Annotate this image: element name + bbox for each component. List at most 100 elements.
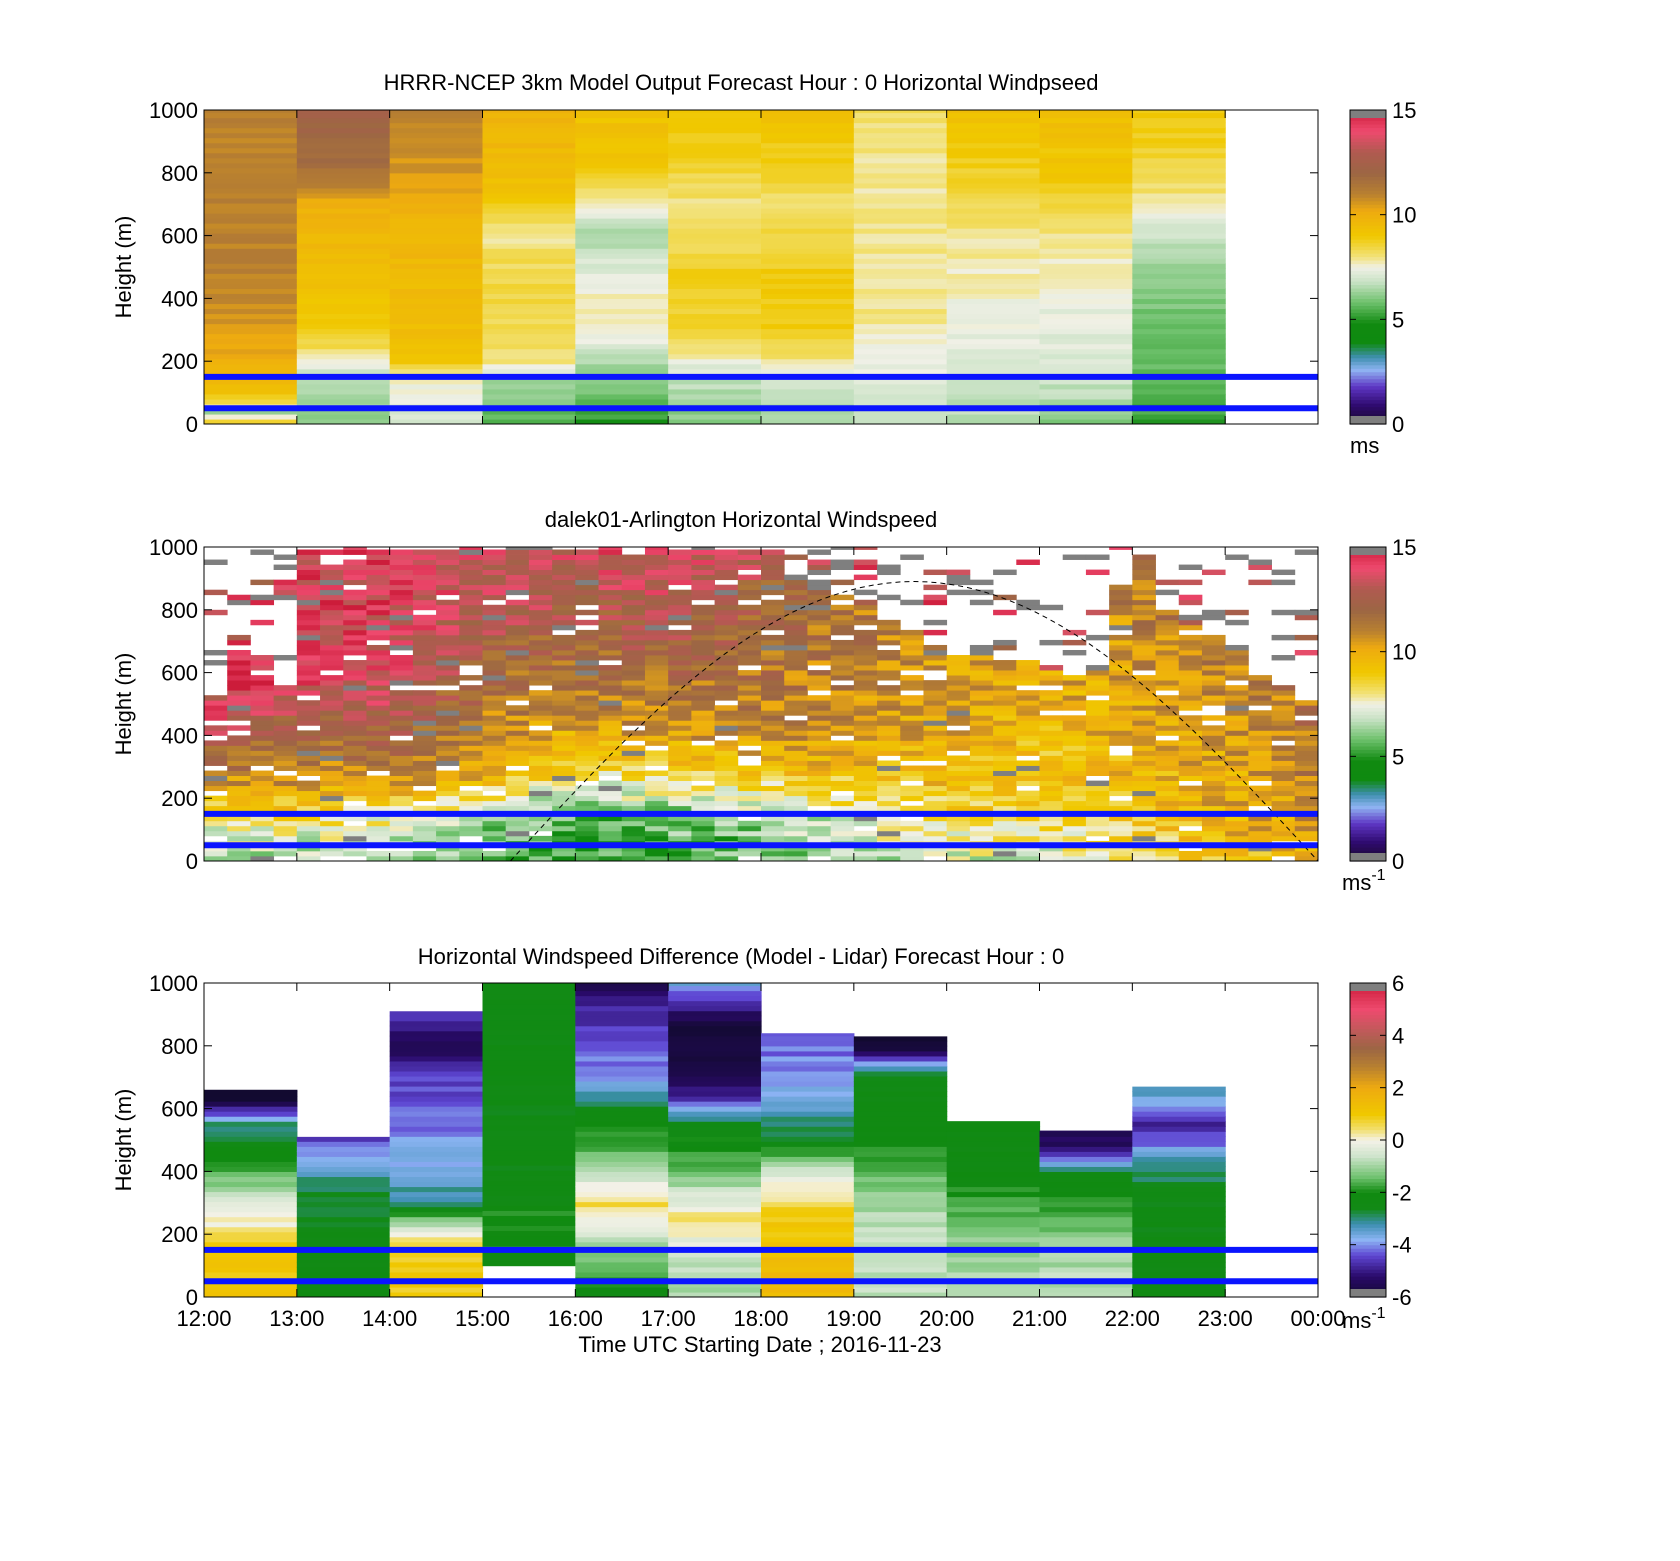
lidar-cell: [366, 574, 391, 581]
lidar-cell: [993, 660, 1017, 666]
lidar-cell: [250, 780, 275, 787]
heatmap-cell: [204, 363, 298, 370]
heatmap-cell: [575, 1206, 669, 1213]
heatmap-cell: [761, 1035, 855, 1042]
heatmap-cell: [946, 343, 1041, 350]
lidar-cell: [505, 780, 530, 787]
lidar-cell: [1039, 675, 1064, 681]
lidar-cell: [412, 569, 437, 576]
colorbar-segment: [1350, 1115, 1386, 1120]
heatmap-cell: [761, 187, 855, 194]
colorbar-segment: [1350, 1052, 1386, 1057]
lidar-cell: [250, 775, 275, 782]
heatmap-cell: [389, 1216, 484, 1223]
heatmap-cell: [389, 1181, 484, 1188]
heatmap-cell: [853, 182, 948, 189]
lidar-cell: [969, 850, 994, 857]
lidar-cell: [969, 725, 994, 731]
lidar-cell: [784, 755, 808, 761]
colorbar-tick-label: 0: [1392, 1128, 1404, 1153]
colorbar-segment: [1350, 1164, 1386, 1169]
heatmap-cell: [1039, 298, 1133, 305]
lidar-cell: [436, 775, 460, 782]
heatmap-cell: [389, 1106, 484, 1112]
lidar-cell: [1062, 730, 1087, 736]
colorbar-segment: [1350, 627, 1386, 632]
lidar-cell: [598, 755, 623, 761]
lidar-cell: [946, 700, 971, 706]
lidar-cell: [204, 815, 228, 822]
heatmap-cell: [853, 1055, 948, 1062]
lidar-cell: [1248, 795, 1272, 802]
heatmap-cell: [204, 1146, 298, 1152]
lidar-cell: [621, 715, 646, 721]
heatmap-cell: [668, 132, 762, 139]
heatmap-cell: [761, 127, 855, 134]
lidar-cell: [1271, 825, 1296, 832]
heatmap-cell: [946, 388, 1041, 395]
lidar-cell: [900, 790, 924, 797]
lidar-cell: [969, 770, 994, 776]
lidar-cell: [1271, 700, 1296, 706]
heatmap-cell: [482, 408, 576, 415]
heatmap-cell: [204, 1089, 298, 1092]
lidar-cell: [830, 745, 855, 751]
lidar-cell: [993, 835, 1017, 842]
colorbar-segment: [1350, 298, 1386, 303]
lidar-cell: [575, 584, 599, 591]
lidar-cell: [320, 730, 344, 736]
lidar-cell: [389, 639, 414, 646]
heatmap-cell: [389, 1121, 484, 1127]
lidar-cell: [1178, 805, 1203, 812]
lidar-cell: [412, 589, 437, 596]
lidar-column: [1225, 554, 1249, 861]
lidar-cell: [552, 655, 576, 661]
lidar-cell: [459, 735, 483, 741]
lidar-cell: [807, 655, 832, 661]
lidar-cell: [993, 609, 1017, 616]
lidar-cell: [320, 564, 344, 570]
colorbar-segment: [1350, 843, 1386, 848]
heatmap-cell: [1132, 343, 1226, 350]
colorbar-segment: [1350, 1140, 1386, 1145]
lidar-cell: [1016, 604, 1040, 611]
heatmap-cell: [296, 1181, 391, 1188]
lidar-cell: [1039, 825, 1064, 832]
lidar-cell: [1225, 800, 1249, 807]
heatmap-cell: [1132, 243, 1226, 249]
lidar-cell: [459, 579, 483, 586]
lidar-cell: [1155, 655, 1180, 661]
lidar-cell: [923, 660, 948, 666]
lidar-cell: [877, 775, 901, 782]
heatmap-cell: [853, 1226, 948, 1233]
lidar-cell: [691, 855, 715, 861]
lidar-cell: [923, 815, 948, 822]
heatmap-cell: [761, 1070, 855, 1077]
heatmap-cell: [389, 1171, 484, 1178]
lidar-cell: [853, 685, 878, 691]
heatmap-cell: [389, 1111, 484, 1117]
lidar-cell: [505, 830, 530, 837]
lidar-cell: [366, 629, 391, 636]
lidar-cell: [366, 655, 391, 661]
lidar-cell: [969, 655, 994, 661]
lidar-cell: [320, 589, 344, 596]
heatmap-cell: [482, 1069, 576, 1076]
heatmap-cell: [761, 368, 855, 375]
lidar-cell: [621, 619, 646, 626]
heatmap-cell: [1132, 1111, 1226, 1117]
lidar-cell: [436, 815, 460, 822]
lidar-cell: [1132, 589, 1156, 596]
heatmap-cell: [1039, 1156, 1133, 1162]
heatmap-cell: [1132, 228, 1226, 234]
heatmap-cell: [853, 233, 948, 239]
lidar-cell: [644, 559, 669, 565]
lidar-cell: [343, 830, 367, 837]
heatmap-cell: [204, 258, 298, 264]
colorbar-segment: [1350, 1272, 1386, 1277]
lidar-cell: [227, 825, 251, 832]
lidar-cell: [807, 609, 832, 616]
lidar-cell: [644, 660, 669, 666]
lidar-cell: [505, 660, 530, 666]
lidar-cell: [714, 670, 739, 676]
